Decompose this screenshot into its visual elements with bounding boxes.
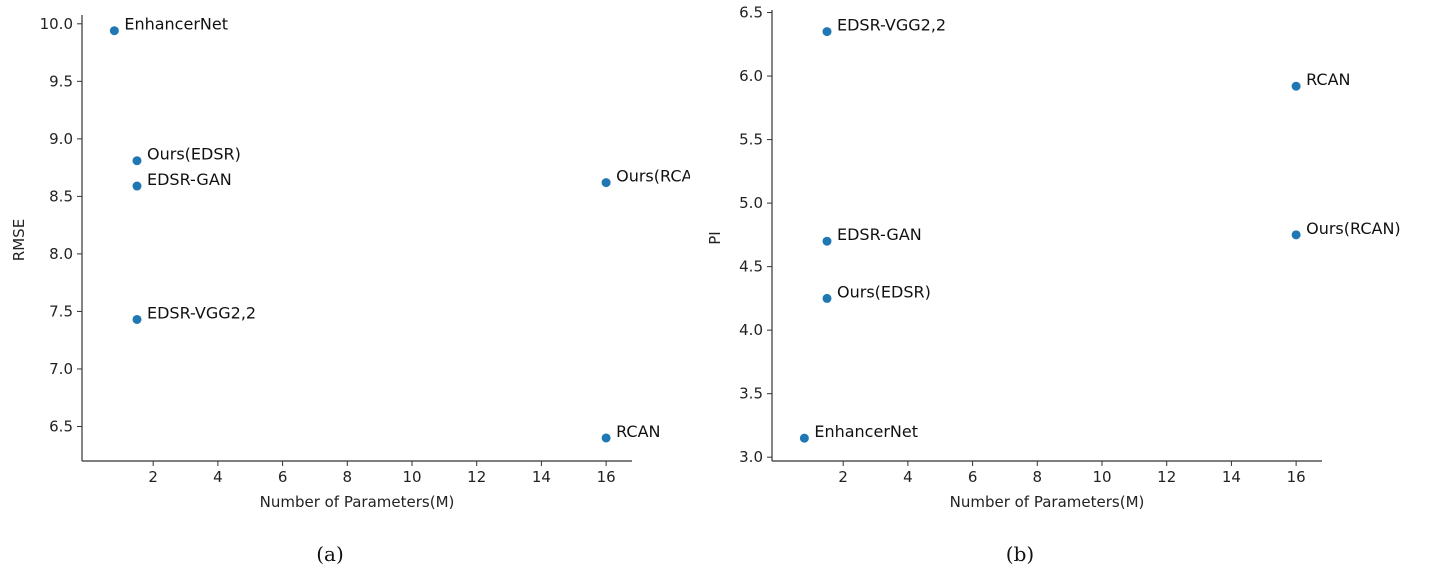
panel-a-x-tick-label: 16 — [597, 468, 616, 486]
panel-b: 2 4 6 8 10 12 14 16 3.0 3.5 4.0 4.5 5.0 5.5 6.0 6.5 EDS… — [706, 4, 1401, 566]
panel-b-y-tick-label: 6.5 — [739, 4, 763, 22]
panel-a-y-tick-label: 8.0 — [49, 245, 73, 263]
panel-b-data-point — [799, 433, 809, 443]
panel-a-point-label: EnhancerNet — [124, 15, 228, 34]
panel-a-data-point — [132, 181, 142, 191]
panel-b-data-point — [1291, 81, 1301, 91]
panel-b-point-label: EDSR-GAN — [837, 225, 922, 244]
panel-a-point-label: EDSR-VGG2,2 — [147, 303, 256, 322]
panel-a-caption: (a) — [316, 542, 344, 566]
panel-a-y-tick-label: 7.5 — [49, 302, 73, 320]
panel-b-point-label: RCAN — [1306, 70, 1350, 89]
panel-a-point-label: RCAN — [616, 422, 660, 441]
panel-a-x-tick-label: 6 — [278, 468, 288, 486]
panel-b-y-tick-label: 5.0 — [739, 194, 763, 212]
panel-a-point-label: Ours(EDSR) — [147, 145, 241, 164]
panel-a-x-tick-label: 4 — [213, 468, 223, 486]
panel-b-point-label: Ours(EDSR) — [837, 282, 931, 301]
panel-b-x-tick-label: 6 — [968, 468, 978, 486]
panel-b-x-tick-label: 12 — [1157, 468, 1176, 486]
panel-b-caption: (b) — [1006, 542, 1034, 566]
panel-b-data-point — [822, 236, 832, 246]
panel-b-x-tick-label: 4 — [903, 468, 913, 486]
panel-b-y-tick-label: 6.0 — [739, 67, 763, 85]
panel-a-x-axis-label: Number of Parameters(M) — [260, 493, 455, 511]
panel-b-data-point — [1291, 230, 1301, 240]
panel-a-x-tick-label: 12 — [467, 468, 486, 486]
panel-b-x-tick-label: 8 — [1033, 468, 1043, 486]
panel-b-y-tick-label: 3.5 — [739, 385, 763, 403]
panel-a: 2 4 6 8 10 12 14 16 6.5 7.0 7.5 8.0 8.5 9.0 9.5 10.0 En… — [10, 15, 711, 566]
panel-a-point-label: EDSR-GAN — [147, 170, 232, 189]
panel-b-y-tick-label: 3.0 — [739, 448, 763, 466]
panel-a-x-tick-label: 2 — [148, 468, 158, 486]
panel-b-point-label: EDSR-VGG2,2 — [837, 16, 946, 35]
panel-a-data-point — [132, 314, 142, 324]
panel-a-data-point — [601, 178, 611, 188]
panel-a-point-label: Ours(RCAN) — [616, 167, 711, 186]
panel-a-y-tick-label: 7.0 — [49, 360, 73, 378]
panel-b-point-label: EnhancerNet — [814, 422, 918, 441]
panel-a-y-axis-label: RMSE — [10, 219, 28, 261]
panel-b-data-point — [822, 293, 832, 303]
panel-a-data-point — [132, 156, 142, 166]
panel-b-x-tick-label: 10 — [1092, 468, 1111, 486]
panel-a-x-tick-label: 14 — [532, 468, 551, 486]
panel-b-x-tick-label: 14 — [1222, 468, 1241, 486]
panel-b-x-axis-label: Number of Parameters(M) — [950, 493, 1145, 511]
panel-b-x-tick-label: 16 — [1287, 468, 1306, 486]
panel-a-y-tick-label: 9.5 — [49, 72, 73, 90]
panel-a-y-tick-label: 6.5 — [49, 417, 73, 435]
panel-b-data-point — [822, 27, 832, 37]
panel-b-y-tick-label: 4.5 — [739, 258, 763, 276]
panel-a-x-tick-label: 8 — [343, 468, 353, 486]
panel-b-y-tick-label: 4.0 — [739, 321, 763, 339]
panel-a-y-tick-label: 8.5 — [49, 187, 73, 205]
panel-a-x-tick-label: 10 — [402, 468, 421, 486]
panel-a-y-tick-label: 9.0 — [49, 130, 73, 148]
panel-b-point-label: Ours(RCAN) — [1306, 219, 1401, 238]
panel-b-x-tick-label: 2 — [838, 468, 848, 486]
panel-a-data-point — [601, 433, 611, 443]
panel-a-data-point — [109, 26, 119, 36]
panel-b-y-axis-label: PI — [706, 231, 724, 244]
panel-a-y-tick-label: 10.0 — [40, 15, 73, 33]
panel-b-y-tick-label: 5.5 — [739, 131, 763, 149]
